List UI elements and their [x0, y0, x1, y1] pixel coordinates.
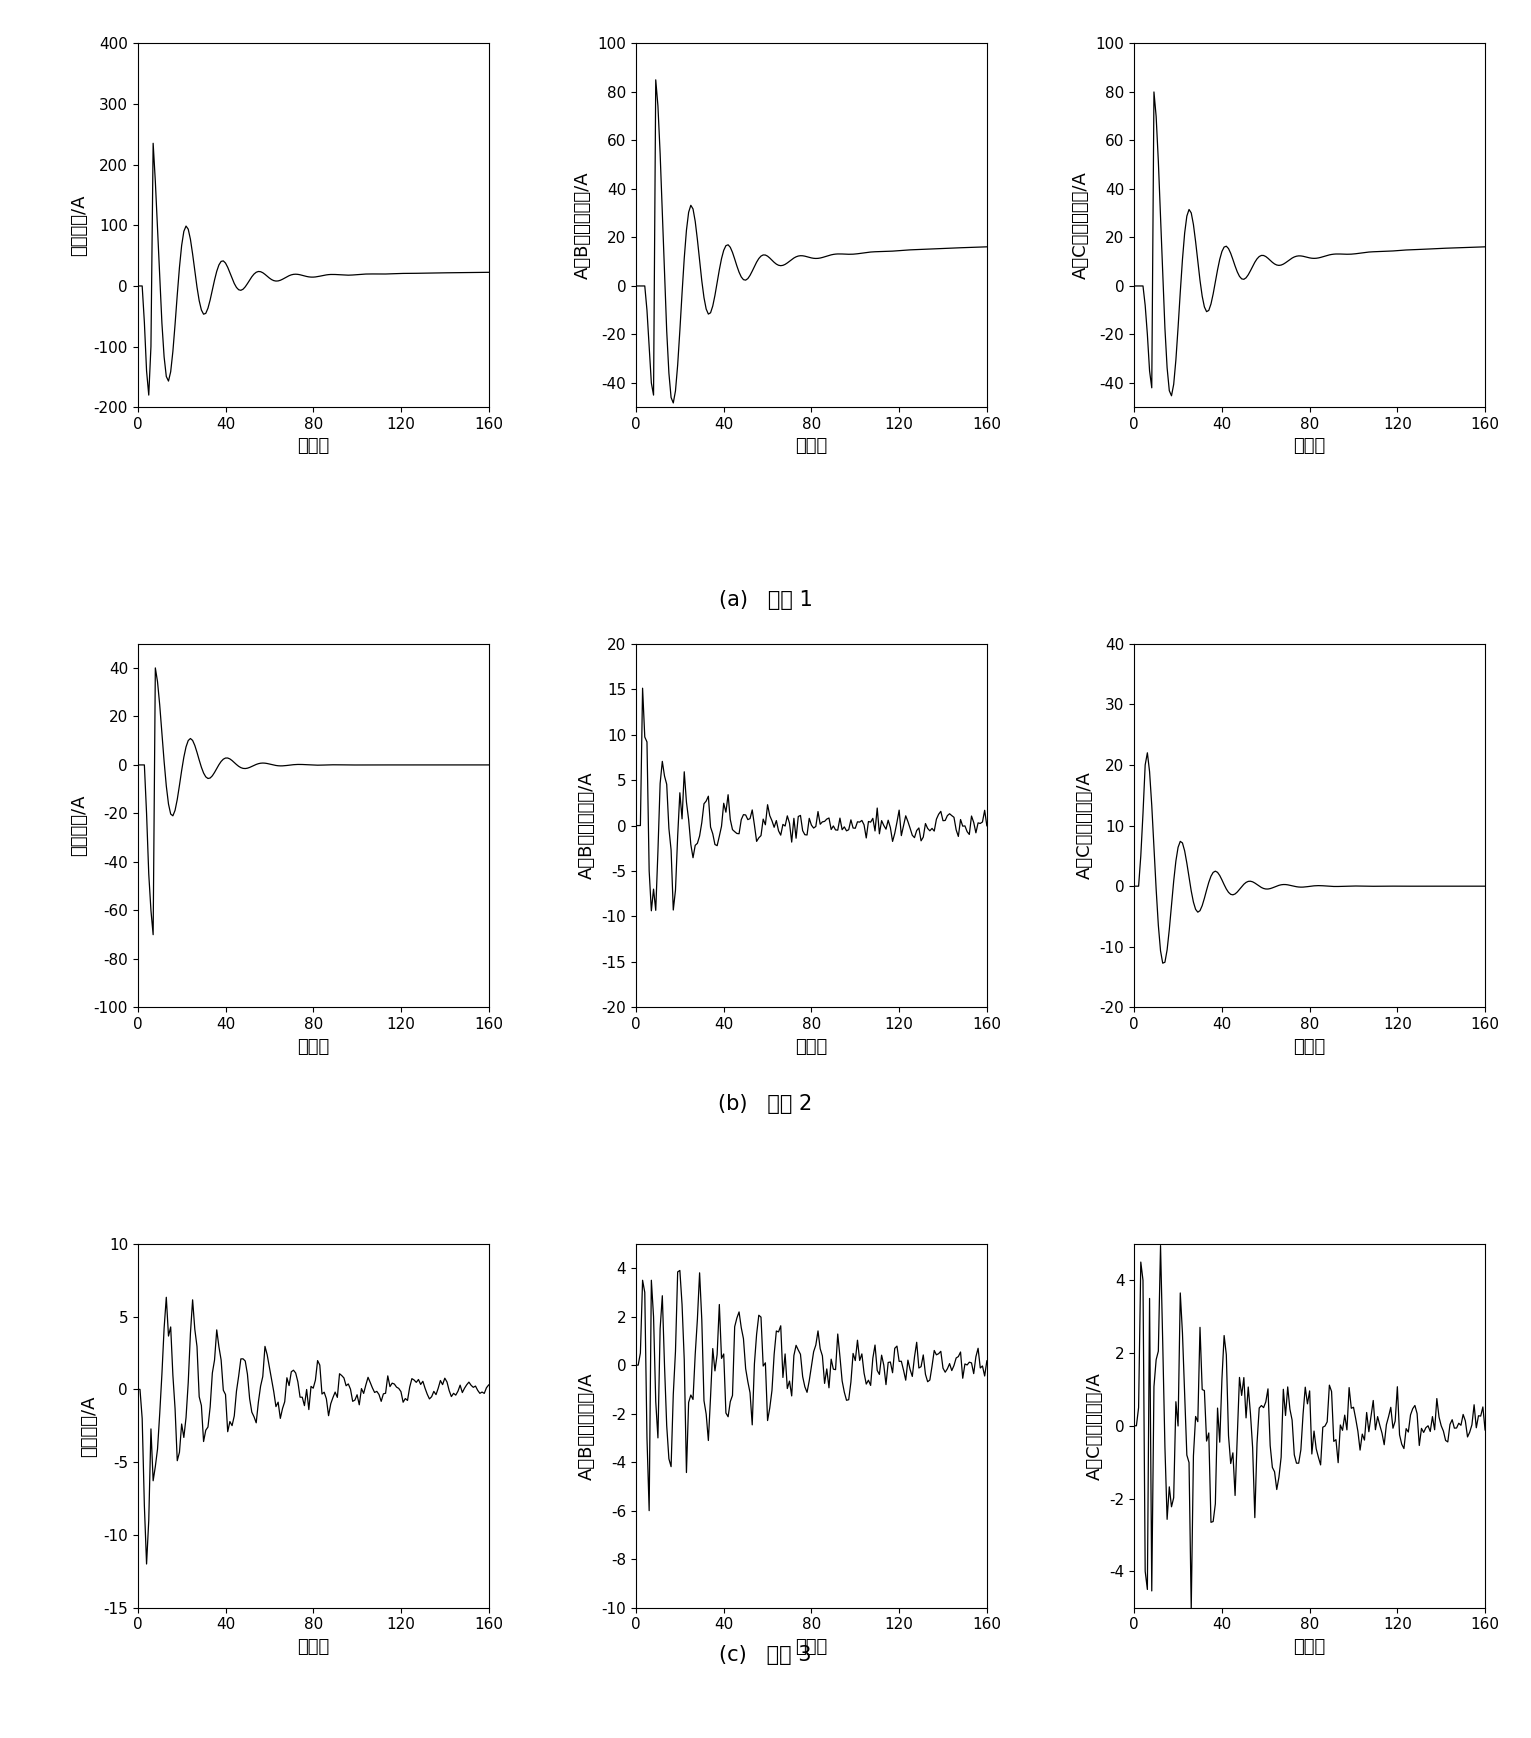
Y-axis label: A、B两相电流差/A: A、B两相电流差/A — [579, 1371, 596, 1479]
Y-axis label: A、C两相电流差/A: A、C两相电流差/A — [1072, 172, 1090, 280]
Y-axis label: A、C两相电流差/A: A、C两相电流差/A — [1076, 772, 1095, 879]
X-axis label: 采样点: 采样点 — [1294, 438, 1326, 455]
Y-axis label: A、B两相电流差/A: A、B两相电流差/A — [579, 772, 596, 879]
Y-axis label: 零序电流/A: 零序电流/A — [70, 794, 89, 857]
X-axis label: 采样点: 采样点 — [1294, 1038, 1326, 1055]
Y-axis label: 零序电流/A: 零序电流/A — [70, 195, 89, 255]
X-axis label: 采样点: 采样点 — [795, 438, 828, 455]
Text: (b)   线路 2: (b) 线路 2 — [718, 1093, 813, 1114]
Y-axis label: A、C两相电流差/A: A、C两相电流差/A — [1085, 1371, 1104, 1479]
X-axis label: 采样点: 采样点 — [297, 1637, 329, 1656]
Text: (c)   线路 3: (c) 线路 3 — [720, 1644, 811, 1665]
X-axis label: 采样点: 采样点 — [1294, 1637, 1326, 1656]
X-axis label: 采样点: 采样点 — [297, 438, 329, 455]
X-axis label: 采样点: 采样点 — [297, 1038, 329, 1055]
Y-axis label: 零序电流/A: 零序电流/A — [80, 1396, 98, 1456]
Text: (a)   线路 1: (a) 线路 1 — [718, 589, 813, 610]
X-axis label: 采样点: 采样点 — [795, 1637, 828, 1656]
Y-axis label: A、B两相电流差/A: A、B两相电流差/A — [574, 172, 592, 280]
X-axis label: 采样点: 采样点 — [795, 1038, 828, 1055]
